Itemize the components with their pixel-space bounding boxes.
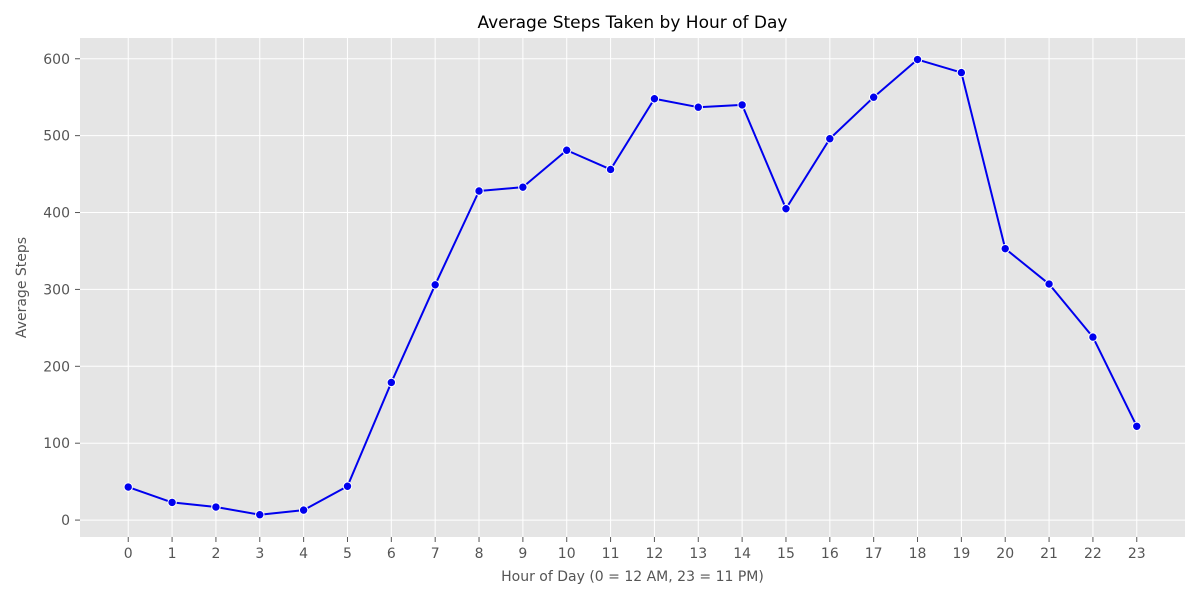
y-tick-label: 500 [43,129,70,145]
x-tick-label: 11 [602,546,620,562]
y-tick-label: 600 [43,52,70,68]
x-tick-label: 23 [1128,546,1146,562]
data-point [737,100,747,110]
grid-lines [80,38,1185,537]
data-point [649,94,660,104]
x-tick-label: 21 [1040,546,1058,562]
data-point [255,510,265,520]
x-tick-label: 4 [299,546,308,562]
data-point [825,134,835,144]
x-axis-label: Hour of Day (0 = 12 AM, 23 = 11 PM) [501,569,764,585]
data-point [1132,421,1142,431]
plot-area [80,38,1185,537]
x-tick-label: 5 [343,546,352,562]
series-line [127,58,1138,516]
series-layer [123,54,1142,520]
y-tick-label: 400 [43,206,70,222]
data-point [912,54,923,65]
y-tick-label: 100 [43,436,70,452]
x-tick-label: 8 [475,546,484,562]
x-tick-label: 16 [821,546,839,562]
data-point [1000,243,1010,254]
data-point [518,182,528,192]
x-tick-label: 0 [124,546,133,562]
x-tick-label: 22 [1084,546,1102,562]
x-tick-label: 2 [211,546,220,562]
x-tick-label: 7 [431,546,440,562]
x-tick-label: 15 [777,546,795,562]
x-tick-label: 10 [558,546,576,562]
data-point [386,377,397,388]
x-tick-label: 20 [996,546,1014,562]
x-tick-label: 17 [865,546,883,562]
data-point [123,482,133,492]
data-point [298,505,309,515]
x-tick-label: 13 [689,546,707,562]
y-tick-label: 0 [61,513,70,529]
chart-title: Average Steps Taken by Hour of Day [477,13,787,33]
data-point [211,502,221,512]
x-tick-label: 6 [387,546,396,562]
x-tick-label: 1 [168,546,177,562]
x-tick-label: 3 [255,546,264,562]
y-tick-label: 200 [43,359,70,375]
data-point [430,280,440,290]
data-point [605,164,616,175]
y-axis-label: Average Steps [14,237,30,338]
x-tick-label: 12 [646,546,664,562]
data-point [167,497,177,508]
x-tick-label: 18 [909,546,927,562]
data-point [868,92,879,102]
data-point [1044,279,1054,289]
y-tick-label: 300 [43,282,70,298]
data-point [474,186,484,196]
data-point [956,67,967,78]
x-tick-label: 14 [733,546,751,562]
x-tick-label: 19 [952,546,970,562]
data-point [342,481,353,491]
data-point [562,145,572,155]
data-point [781,203,791,214]
data-point [693,102,703,112]
x-tick-label: 9 [518,546,527,562]
data-point [1088,332,1098,342]
